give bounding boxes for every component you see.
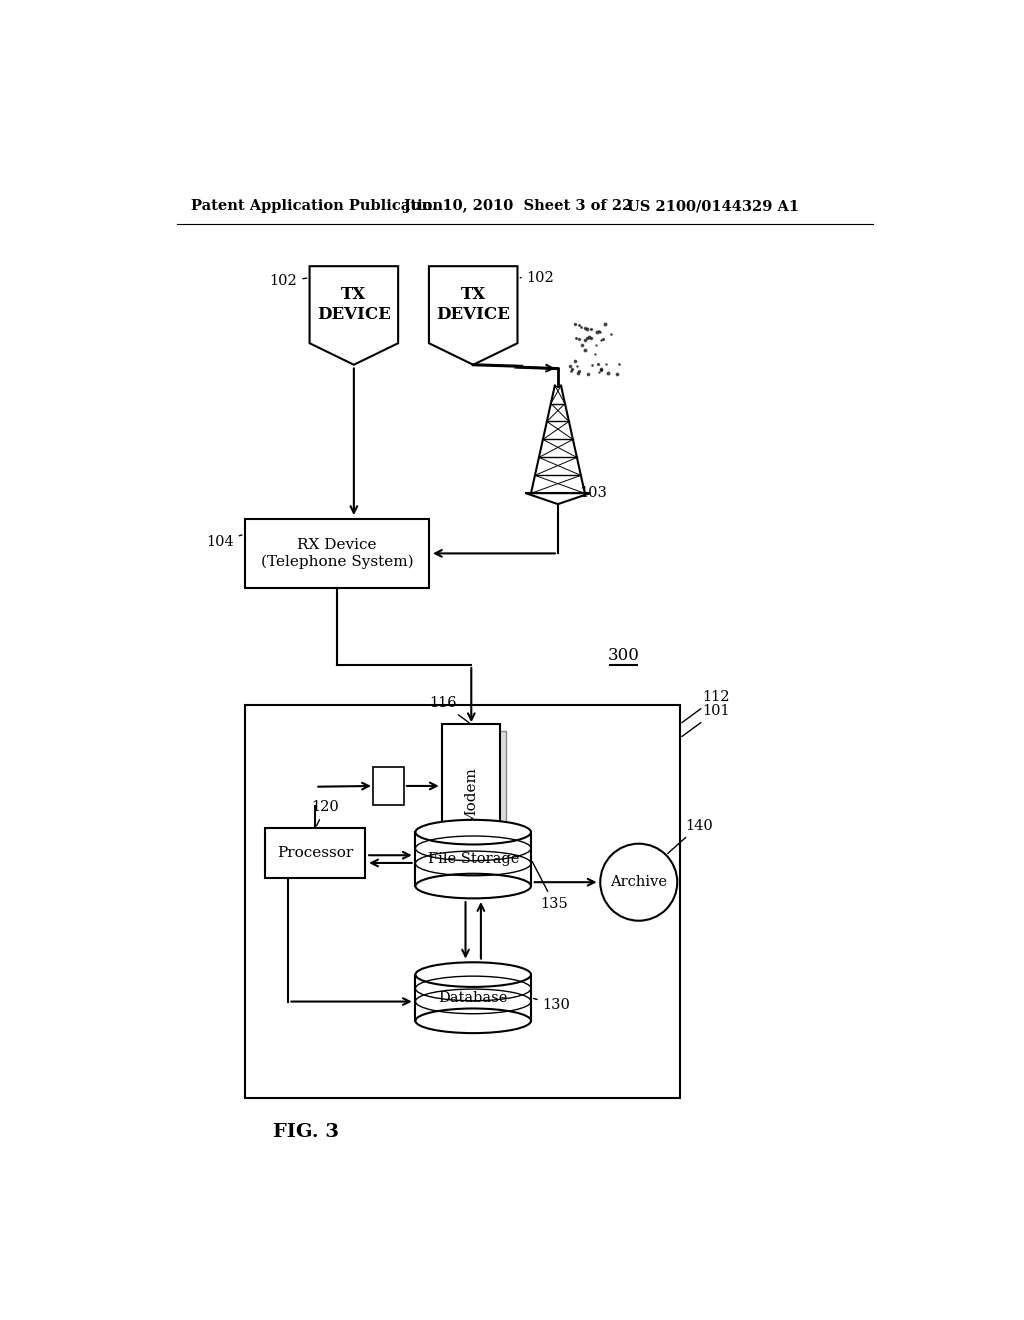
- Text: FIG. 3: FIG. 3: [273, 1123, 339, 1142]
- Bar: [442, 725, 500, 867]
- Text: 102: 102: [520, 271, 554, 285]
- Text: 103: 103: [580, 486, 607, 500]
- Ellipse shape: [416, 874, 531, 899]
- Text: 102: 102: [269, 275, 307, 289]
- Text: Jun. 10, 2010  Sheet 3 of 22: Jun. 10, 2010 Sheet 3 of 22: [403, 199, 632, 213]
- Text: US 2100/0144329 A1: US 2100/0144329 A1: [628, 199, 800, 213]
- Bar: [245, 519, 429, 589]
- Bar: [245, 705, 680, 1098]
- Bar: [373, 767, 403, 805]
- Polygon shape: [416, 832, 531, 886]
- Ellipse shape: [416, 820, 531, 845]
- Text: 300: 300: [607, 647, 639, 664]
- Text: TX
DEVICE: TX DEVICE: [316, 286, 391, 323]
- Text: Archive: Archive: [610, 875, 668, 890]
- Text: 112: 112: [682, 690, 730, 723]
- Ellipse shape: [416, 1008, 531, 1034]
- Text: TX
DEVICE: TX DEVICE: [436, 286, 510, 323]
- Polygon shape: [429, 267, 517, 364]
- Circle shape: [600, 843, 677, 921]
- Text: 120: 120: [311, 800, 339, 826]
- Text: Patent Application Publication: Patent Application Publication: [190, 199, 442, 213]
- Bar: [449, 730, 506, 873]
- Text: 135: 135: [532, 862, 568, 911]
- Text: File Storage: File Storage: [428, 853, 519, 866]
- Bar: [265, 829, 366, 878]
- Text: Processor: Processor: [278, 846, 353, 861]
- Text: 101: 101: [682, 704, 730, 737]
- Polygon shape: [309, 267, 398, 364]
- Polygon shape: [416, 974, 531, 1020]
- Text: Modem: Modem: [464, 767, 478, 825]
- Text: 116: 116: [429, 697, 469, 723]
- Text: Database: Database: [438, 991, 508, 1005]
- Text: 140: 140: [668, 818, 713, 854]
- Text: RX Device
(Telephone System): RX Device (Telephone System): [260, 539, 414, 569]
- Text: 104: 104: [206, 535, 242, 549]
- Text: 130: 130: [534, 998, 570, 1012]
- Ellipse shape: [416, 962, 531, 987]
